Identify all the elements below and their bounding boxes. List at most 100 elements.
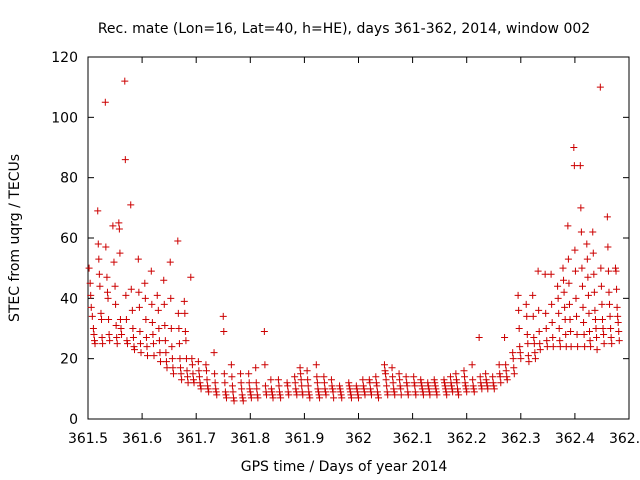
data-point xyxy=(402,373,410,381)
data-point xyxy=(583,255,591,263)
data-point xyxy=(156,358,164,366)
data-point xyxy=(596,83,604,91)
data-point xyxy=(169,364,177,372)
data-point xyxy=(566,315,574,323)
data-point xyxy=(118,331,126,339)
data-point xyxy=(503,376,511,384)
data-point xyxy=(591,306,599,314)
data-point xyxy=(112,321,120,329)
data-point xyxy=(468,361,476,369)
data-point xyxy=(425,388,433,396)
data-point xyxy=(182,337,190,345)
data-point xyxy=(149,331,157,339)
y-tick-label: 0 xyxy=(69,412,78,428)
data-point xyxy=(562,331,570,339)
x-tick-label: 362.1 xyxy=(393,431,433,447)
data-point xyxy=(397,385,405,393)
data-point xyxy=(604,267,612,275)
data-point xyxy=(509,349,517,357)
data-point xyxy=(98,334,106,342)
data-point xyxy=(137,349,145,357)
data-point xyxy=(163,364,171,372)
data-point xyxy=(571,246,579,254)
data-point xyxy=(183,367,191,375)
data-point xyxy=(477,379,485,387)
data-point xyxy=(614,312,622,320)
data-point xyxy=(267,376,275,384)
data-point xyxy=(162,349,170,357)
data-point xyxy=(483,379,491,387)
data-point xyxy=(612,267,620,275)
data-point xyxy=(576,162,584,170)
data-point xyxy=(321,388,329,396)
data-point xyxy=(210,349,218,357)
data-point xyxy=(88,312,96,320)
data-point xyxy=(347,391,355,399)
data-point xyxy=(440,376,448,384)
data-point xyxy=(497,379,505,387)
data-point xyxy=(484,385,492,393)
data-point xyxy=(135,303,143,311)
data-point xyxy=(390,385,398,393)
data-point xyxy=(535,306,543,314)
data-point xyxy=(337,388,345,396)
data-point xyxy=(155,325,163,332)
data-point xyxy=(517,355,525,363)
chart-title: Rec. mate (Lon=16, Lat=40, h=HE), days 3… xyxy=(98,21,590,37)
data-point xyxy=(366,379,374,387)
data-point xyxy=(305,388,313,396)
data-point xyxy=(417,379,425,387)
data-point xyxy=(268,388,276,396)
data-point xyxy=(514,291,522,299)
data-point xyxy=(203,376,211,384)
data-point xyxy=(127,201,135,209)
data-point xyxy=(463,388,471,396)
data-point xyxy=(174,237,182,245)
data-point xyxy=(269,394,277,402)
data-point xyxy=(196,379,204,387)
data-point xyxy=(590,288,598,296)
data-point xyxy=(222,394,230,402)
data-point xyxy=(122,315,130,323)
data-point xyxy=(246,385,254,393)
data-point xyxy=(178,376,186,384)
data-point xyxy=(352,382,360,390)
data-point xyxy=(276,391,284,399)
data-point xyxy=(113,340,121,348)
data-point xyxy=(536,340,544,348)
data-point xyxy=(600,340,608,348)
data-point xyxy=(574,343,582,351)
data-point xyxy=(561,303,569,311)
data-point xyxy=(327,376,335,384)
data-point xyxy=(469,382,477,390)
data-point xyxy=(247,391,255,399)
data-point xyxy=(230,397,238,405)
data-point xyxy=(383,382,391,390)
data-point xyxy=(592,325,600,332)
data-point xyxy=(197,382,205,390)
data-point xyxy=(87,303,95,311)
data-point xyxy=(336,382,344,390)
data-point xyxy=(246,388,254,396)
data-point xyxy=(502,367,510,375)
data-point xyxy=(167,325,175,332)
data-point xyxy=(529,291,537,299)
data-point xyxy=(584,291,592,299)
x-tick-label: 362.3 xyxy=(501,431,541,447)
data-point xyxy=(121,77,129,85)
data-point xyxy=(461,373,469,381)
data-point xyxy=(127,285,135,293)
data-point xyxy=(136,328,144,336)
data-point xyxy=(584,273,592,281)
data-point xyxy=(111,282,119,290)
data-point xyxy=(314,388,322,396)
data-point xyxy=(320,373,328,381)
data-point xyxy=(543,337,551,345)
data-point xyxy=(329,388,337,396)
data-point xyxy=(229,388,237,396)
data-point xyxy=(260,328,268,336)
data-point xyxy=(141,279,149,287)
data-point xyxy=(578,282,586,290)
data-point xyxy=(531,355,539,363)
